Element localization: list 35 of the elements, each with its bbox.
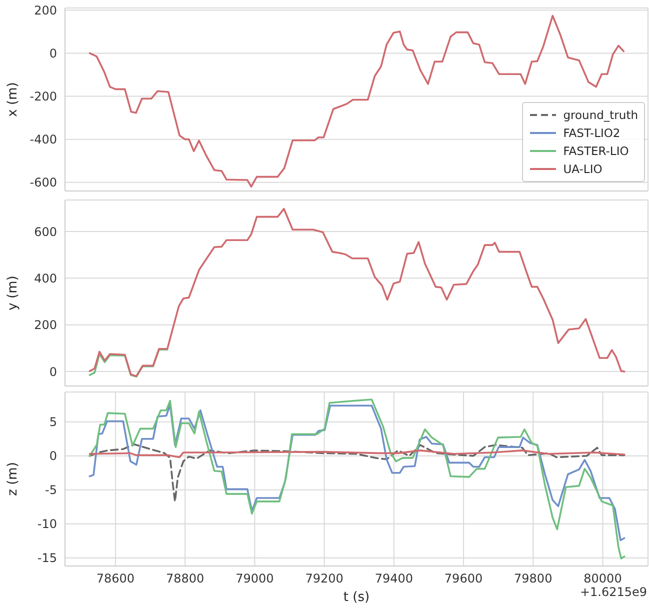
x-tick-label: 79000: [236, 572, 274, 586]
line-series: [88, 450, 626, 458]
y-tick-label: -600: [30, 176, 57, 190]
x-tick-label: 78600: [96, 572, 135, 586]
y-tick-label: -200: [30, 90, 57, 104]
legend-label: FASTER-LIO: [563, 144, 629, 158]
x-tick-label: 78800: [166, 572, 204, 586]
x-tick-label: 80000: [584, 572, 622, 586]
y-axis-title: z (m): [6, 462, 21, 496]
y-tick-label: -15: [37, 551, 57, 566]
legend-label: ground_truth: [563, 108, 638, 122]
x-tick-label: 79400: [374, 572, 414, 586]
legend-label: UA-LIO: [563, 162, 602, 176]
y-axis-title: x (m): [6, 82, 21, 117]
legend-label: FAST-LIO2: [563, 126, 620, 140]
y-tick-label: -400: [30, 132, 57, 147]
line-series: [88, 443, 626, 502]
x-tick-label: 79200: [305, 572, 344, 586]
y-tick-label: 600: [34, 224, 57, 239]
line-series: [88, 348, 168, 378]
text: +1.6215e9: [580, 585, 647, 599]
y-tick-label: 200: [34, 3, 57, 18]
y-tick-label: 200: [34, 318, 57, 332]
line-series: [88, 208, 626, 378]
y-tick-label: 0: [49, 449, 57, 464]
x-tick-label: 79600: [444, 572, 483, 586]
y-tick-label: 0: [49, 364, 57, 379]
y-tick-label: 5: [49, 415, 57, 430]
y-tick-label: 400: [34, 271, 57, 286]
x-axis-title: t (s): [343, 590, 370, 605]
y-tick-label: -5: [45, 483, 57, 498]
y-tick-label: 0: [49, 46, 57, 60]
y-tick-label: -10: [37, 517, 57, 532]
y-axis-title: y (m): [6, 276, 21, 310]
x-tick-label: 79800: [514, 572, 552, 586]
